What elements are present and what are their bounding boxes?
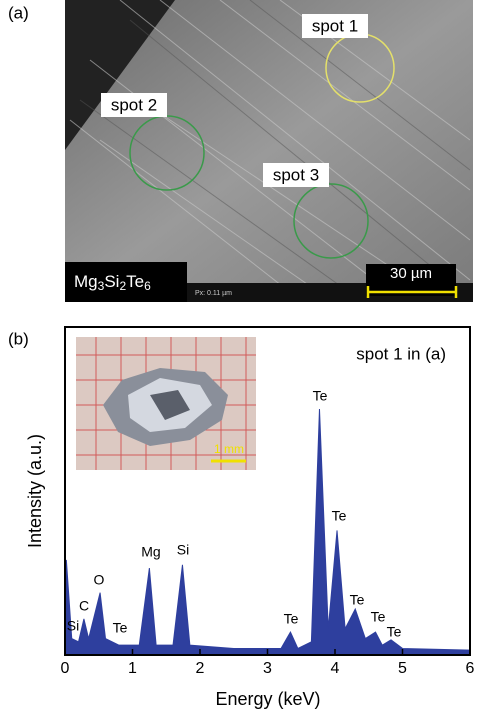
formula-part: Si (104, 272, 119, 291)
x-tick-label: 1 (128, 660, 137, 677)
chart-title: spot 1 in (a) (356, 344, 446, 363)
spot-label: spot 1 (312, 16, 358, 35)
pixel-info: Px: 0.11 µm (195, 290, 232, 297)
label-box (101, 93, 167, 117)
peak-label: O (94, 572, 105, 588)
inset-photo: 1 mm (76, 337, 256, 470)
x-axis-label: Energy (keV) (215, 689, 320, 709)
peak-label: Te (113, 620, 128, 636)
formula-part: 3 (98, 279, 105, 293)
inset-scale-label: 1 mm (214, 442, 244, 456)
peak-label: Te (387, 624, 402, 640)
x-tick-label: 2 (196, 660, 205, 677)
plot-frame (64, 326, 471, 656)
y-axis-label: Intensity (a.u.) (25, 434, 45, 548)
formula-part: Mg (74, 272, 98, 291)
label-box (263, 163, 329, 187)
formula: Mg3Si2Te6 (74, 272, 151, 293)
x-tick-label: 5 (398, 660, 407, 677)
scale-bar-label: 30 µm (390, 265, 432, 282)
peak-label: Te (284, 611, 299, 627)
peak-label: Te (313, 388, 328, 404)
label-box (302, 14, 368, 38)
peak-label: Si (67, 618, 79, 634)
peak-label: C (79, 598, 89, 614)
sem-image (65, 0, 473, 302)
panel-label: (a) (8, 3, 29, 22)
spot-label: spot 3 (273, 165, 319, 184)
spectrum-area (64, 408, 471, 656)
spot-label: spot 2 (111, 95, 157, 114)
peak-label: Si (177, 542, 189, 558)
peak-label: Te (332, 508, 347, 524)
panel-label: (b) (8, 329, 29, 348)
x-tick-label: 6 (466, 660, 475, 677)
peak-label: Te (350, 592, 365, 608)
x-tick-label: 0 (61, 660, 70, 677)
x-tick-label: 3 (263, 660, 272, 677)
peak-label: Te (371, 609, 386, 625)
peak-label: Mg (141, 544, 160, 560)
x-tick-label: 4 (331, 660, 340, 677)
formula-part: Te (126, 272, 144, 291)
formula-part: 2 (119, 279, 126, 293)
formula-part: 6 (144, 279, 151, 293)
